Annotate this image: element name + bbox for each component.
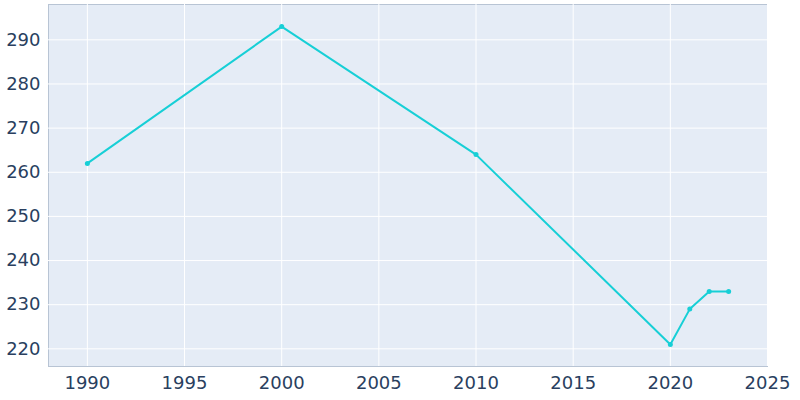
svg-text:2010: 2010 xyxy=(453,372,499,393)
svg-text:1990: 1990 xyxy=(64,372,110,393)
svg-text:230: 230 xyxy=(6,293,40,314)
svg-text:290: 290 xyxy=(6,29,40,50)
svg-text:2005: 2005 xyxy=(356,372,402,393)
svg-text:2020: 2020 xyxy=(647,372,693,393)
svg-text:1995: 1995 xyxy=(162,372,208,393)
svg-text:220: 220 xyxy=(6,338,40,359)
svg-text:2025: 2025 xyxy=(745,372,791,393)
svg-text:270: 270 xyxy=(6,117,40,138)
svg-text:240: 240 xyxy=(6,249,40,270)
svg-text:2015: 2015 xyxy=(550,372,596,393)
svg-text:2000: 2000 xyxy=(259,372,305,393)
svg-text:280: 280 xyxy=(6,73,40,94)
svg-text:260: 260 xyxy=(6,161,40,182)
svg-text:250: 250 xyxy=(6,205,40,226)
